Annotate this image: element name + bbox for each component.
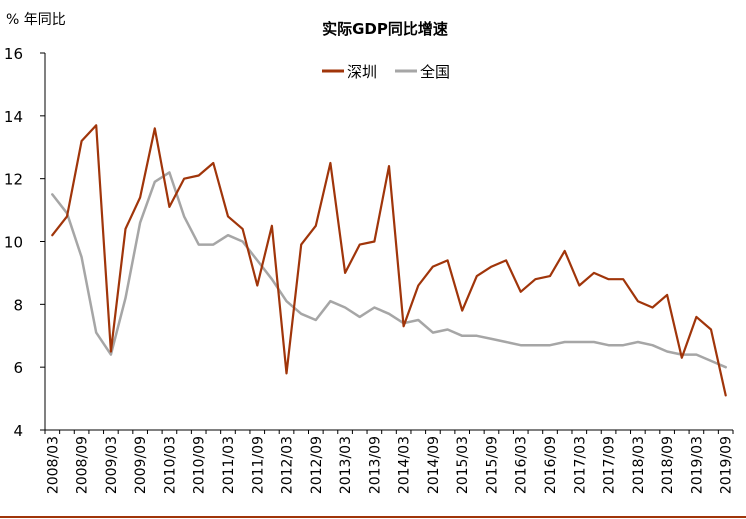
x-tick-label: 2019/09 xyxy=(719,436,735,494)
legend-label: 深圳 xyxy=(347,63,377,81)
chart-title: 实际GDP同比增速 xyxy=(322,20,448,38)
x-tick-label: 2019/03 xyxy=(689,436,705,494)
x-tick-label: 2009/03 xyxy=(104,436,120,494)
x-tick-label: 2017/09 xyxy=(602,436,618,494)
x-tick-label: 2008/03 xyxy=(45,436,61,494)
x-tick-label: 2014/09 xyxy=(426,436,442,494)
x-tick-label: 2018/03 xyxy=(631,436,647,494)
x-tick-label: 2011/09 xyxy=(250,436,266,494)
y-tick-label: 6 xyxy=(13,359,23,377)
y-tick-label: 12 xyxy=(4,171,23,189)
x-tick-label: 2014/03 xyxy=(397,436,413,494)
x-tick-label: 2013/03 xyxy=(338,436,354,494)
x-tick-label: 2011/03 xyxy=(221,436,237,494)
y-axis: 4 6 8 10 12 14 16 xyxy=(4,45,46,440)
y-tick-label: 16 xyxy=(4,45,23,63)
series-line-shenzhen xyxy=(51,124,727,397)
x-tick-label: 2012/09 xyxy=(309,436,325,494)
x-tick-label: 2016/03 xyxy=(514,436,530,494)
x-tick-label: 2015/09 xyxy=(484,436,500,494)
x-tick-label: 2010/09 xyxy=(192,436,208,494)
x-tick-label: 2016/09 xyxy=(543,436,559,494)
x-tick-label: 2017/03 xyxy=(572,436,588,494)
x-tick-label: 2018/09 xyxy=(660,436,676,494)
y-axis-unit-label: % 年同比 xyxy=(6,12,66,28)
x-tick-label: 2010/03 xyxy=(162,436,178,494)
x-tick-label: 2008/09 xyxy=(75,436,91,494)
legend-label: 全国 xyxy=(420,63,450,81)
x-tick-label: 2009/09 xyxy=(133,436,149,494)
y-tick-label: 14 xyxy=(4,108,23,126)
y-tick-label: 4 xyxy=(13,422,23,440)
x-tick-label: 2013/09 xyxy=(367,436,383,494)
series-layer xyxy=(51,124,727,397)
y-tick-label: 10 xyxy=(4,234,23,252)
chart-legend: 深圳 全国 xyxy=(322,63,450,81)
y-tick-label: 8 xyxy=(13,296,23,314)
x-tick-label: 2012/03 xyxy=(280,436,296,494)
series-line-national xyxy=(51,171,727,369)
x-tick-label: 2015/03 xyxy=(455,436,471,494)
x-axis: 2008/03 2008/09 2009/03 2009/09 2010/03 2010/… xyxy=(44,429,735,494)
